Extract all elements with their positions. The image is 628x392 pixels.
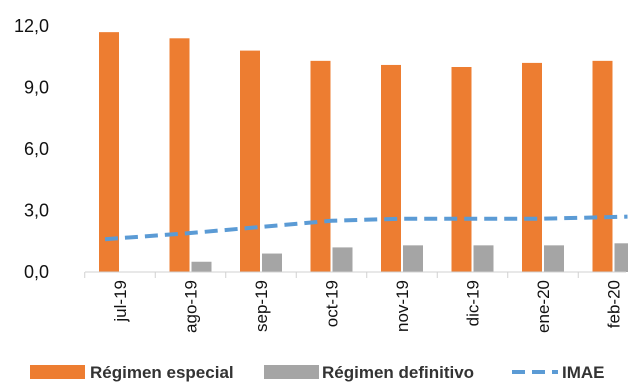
x-axis: jul-19 ago-19 sep-19 oct-19 nov-19 dic-19 ene-… [85, 272, 628, 333]
legend-label-imae: IMAE [562, 363, 605, 382]
legend-label-regimen-especial: Régimen especial [90, 363, 234, 382]
bar-regimen-definitivo [474, 245, 494, 272]
bars [99, 32, 628, 272]
legend-swatch-regimen-definitivo [264, 365, 319, 379]
x-tick-label: dic-19 [464, 280, 483, 326]
bar-regimen-especial [452, 67, 472, 272]
x-tick-label: feb-20 [605, 280, 624, 328]
bar-regimen-definitivo [333, 247, 353, 272]
bar-regimen-especial [170, 38, 190, 272]
y-axis: 0,0 3,0 6,0 9,0 12,0 [14, 16, 49, 282]
y-tick-label: 6,0 [24, 139, 49, 159]
bar-regimen-especial [311, 61, 331, 272]
bar-regimen-definitivo [262, 254, 282, 272]
y-tick-label: 0,0 [24, 262, 49, 282]
x-tick-label: nov-19 [393, 280, 412, 332]
x-tick-label: sep-19 [252, 280, 271, 332]
bar-regimen-especial [99, 32, 119, 272]
x-tick-label: ene-20 [534, 280, 553, 333]
x-tick-label: jul-19 [111, 280, 130, 323]
y-tick-label: 12,0 [14, 16, 49, 36]
bar-regimen-especial [593, 61, 613, 272]
bar-regimen-especial [240, 51, 260, 272]
bar-regimen-definitivo [544, 245, 564, 272]
x-tick-label: oct-19 [323, 280, 342, 327]
legend-label-regimen-definitivo: Régimen definitivo [322, 363, 474, 382]
bar-regimen-definitivo [192, 262, 212, 272]
legend: Régimen especial Régimen definitivo IMAE [30, 363, 605, 382]
y-tick-label: 9,0 [24, 78, 49, 98]
legend-swatch-regimen-especial [30, 365, 85, 379]
x-tick-label: ago-19 [182, 280, 201, 333]
bar-regimen-definitivo [403, 245, 423, 272]
bar-regimen-especial [381, 65, 401, 272]
y-tick-label: 3,0 [24, 201, 49, 221]
bar-regimen-definitivo [615, 243, 628, 272]
bar-regimen-especial [522, 63, 542, 272]
